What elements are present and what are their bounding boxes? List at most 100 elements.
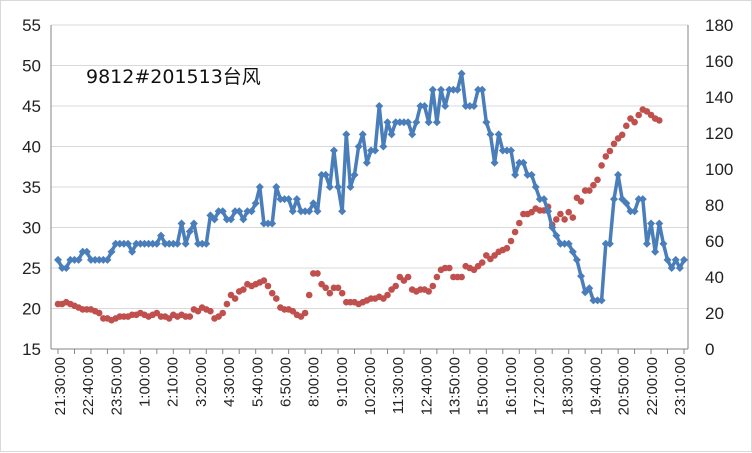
series-right-point: [322, 284, 330, 292]
series-left-point: [288, 207, 297, 216]
y-left-tick-label: 45: [22, 97, 41, 116]
series-left-point: [321, 170, 330, 179]
y-right-tick-label: 180: [705, 16, 733, 35]
series-left-point: [609, 195, 618, 204]
x-tick-label: 4:30:00: [221, 357, 238, 407]
series-left-point: [626, 207, 635, 216]
series-left-point: [655, 219, 664, 228]
series-left-point: [675, 264, 684, 272]
series-left-point: [247, 207, 256, 216]
series-left-point: [486, 130, 495, 139]
series-left-point: [181, 239, 190, 248]
series-right-point: [384, 291, 391, 299]
series-left-point: [296, 207, 305, 216]
y-right-tick-label: 40: [705, 268, 724, 287]
series-left-point: [391, 118, 400, 127]
series-right-point: [586, 187, 593, 194]
series-left-point: [614, 170, 623, 179]
series-left-point: [317, 170, 326, 179]
series-left-point: [519, 158, 528, 167]
series-left-point: [474, 85, 483, 94]
series-right-point: [577, 198, 585, 205]
series-left-point: [535, 195, 544, 204]
series-left-point: [494, 130, 503, 139]
series-left-point: [412, 118, 421, 127]
x-tick-label: 16:10:00: [503, 357, 520, 415]
series-right-point: [314, 270, 321, 277]
series-left-point: [218, 207, 227, 216]
chart-annotation: 9812#201513台风: [86, 66, 261, 88]
y-right-tick-label: 0: [705, 340, 714, 359]
series-left-point: [305, 207, 314, 216]
series-left-point: [239, 215, 248, 224]
series-right-point: [268, 289, 276, 297]
x-tick-label: 17:20:00: [531, 357, 548, 415]
series-left-point: [99, 255, 108, 264]
series-left-point: [539, 195, 548, 204]
series-left-point: [185, 227, 194, 236]
series-left-point: [548, 223, 557, 232]
x-tick-label: 3:20:00: [193, 357, 210, 407]
series-left-point: [642, 239, 651, 248]
series-left-point: [264, 219, 273, 228]
series-left-point: [671, 255, 680, 264]
series-left-point: [202, 239, 211, 248]
series-left-point: [453, 85, 462, 94]
series-left-point: [523, 170, 532, 179]
series-left-point: [502, 146, 511, 155]
series-left-point: [527, 170, 536, 179]
y-right-tick-label: 60: [705, 232, 724, 251]
y-left-tick-label: 15: [22, 340, 41, 359]
y-right-tick-label: 160: [705, 52, 733, 71]
series-left-point: [490, 158, 499, 167]
series-left-point: [420, 102, 429, 110]
series-right-point: [404, 273, 412, 281]
series-left-point: [544, 207, 553, 216]
series-left-point: [309, 199, 318, 208]
y-left-tick-label: 35: [22, 178, 41, 197]
series-left-point: [647, 219, 656, 228]
series-left-point: [152, 239, 161, 248]
series-right-point: [503, 244, 511, 252]
series-right-point: [598, 162, 605, 169]
x-tick-label: 19:40:00: [588, 357, 605, 415]
series-left-point: [638, 195, 647, 204]
series-left-point: [255, 183, 264, 191]
series-left-point: [680, 255, 688, 264]
series-left-point: [350, 170, 359, 179]
series-left-point: [251, 199, 260, 208]
series-left-point: [531, 183, 540, 191]
series-left-point: [107, 247, 116, 256]
series-left-point: [144, 239, 153, 248]
x-tick-label: 1:00:00: [137, 357, 154, 407]
series-left-point: [605, 239, 614, 248]
series-right-point: [392, 282, 400, 290]
series-left-point: [115, 239, 124, 248]
series-left-point: [511, 170, 520, 179]
series-left-point: [358, 130, 367, 139]
series-left-point: [86, 255, 95, 264]
series-right-point: [516, 219, 523, 227]
series-left-point: [581, 288, 590, 297]
series-left-point: [371, 146, 380, 155]
series-right-point: [223, 300, 231, 308]
series-left-point: [469, 102, 478, 110]
series-left-point: [74, 255, 83, 264]
x-tick-label: 2:10:00: [165, 357, 182, 407]
x-tick-label: 8:00:00: [306, 357, 323, 407]
series-right-point: [606, 147, 614, 155]
y-right-tick-label: 100: [705, 160, 733, 179]
x-tick-label: 21:30:00: [52, 357, 69, 415]
series-right-point: [594, 176, 601, 184]
series-right-point: [326, 289, 334, 297]
x-tick-label: 23:50:00: [108, 357, 125, 415]
series-right-axis: [54, 106, 663, 324]
series-right-point: [301, 309, 309, 317]
series-left-point: [140, 239, 149, 248]
series-right-point: [557, 210, 564, 218]
series-left-point: [235, 207, 244, 216]
series-right-point: [338, 289, 346, 297]
series-left-point: [659, 239, 668, 248]
series-left-point: [231, 207, 240, 216]
